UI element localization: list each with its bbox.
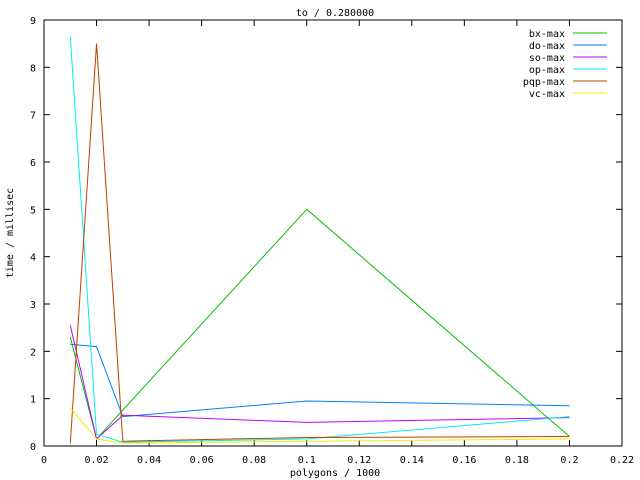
x-tick-label: 0.02	[84, 455, 108, 466]
y-tick-label: 7	[30, 111, 36, 122]
y-tick-label: 3	[30, 300, 36, 311]
legend-label: so-max	[529, 53, 565, 64]
series-line-bx-max	[69, 208, 570, 440]
series-line-do-max	[70, 343, 570, 418]
y-tick-label: 9	[30, 16, 36, 27]
x-tick-label: 0.16	[452, 455, 476, 466]
legend-label: pqp-max	[523, 77, 565, 88]
y-tick-label: 8	[30, 63, 36, 74]
x-tick-label: 0.2	[560, 455, 578, 466]
y-tick-label: 4	[30, 253, 36, 264]
y-tick-label: 6	[30, 158, 36, 169]
series-line-op-max	[69, 36, 570, 443]
x-tick-label: 0.18	[505, 455, 529, 466]
y-tick-label: 0	[30, 442, 36, 453]
y-tick-label: 2	[30, 347, 36, 358]
x-tick-label: 0.22	[610, 455, 634, 466]
x-tick-label: 0.06	[190, 455, 214, 466]
legend-label: do-max	[529, 41, 565, 52]
legend-label: vc-max	[529, 89, 565, 100]
y-tick-label: 5	[30, 205, 36, 216]
x-axis-label: polygons / 1000	[290, 468, 380, 479]
x-tick-label: 0.04	[137, 455, 161, 466]
series-line-pqp-max	[69, 43, 570, 444]
chart-title: to / 0.280000	[296, 8, 374, 19]
series-line-so-max	[69, 325, 570, 440]
x-tick-label: 0.1	[298, 455, 316, 466]
y-axis-label: time / millisec	[5, 188, 16, 278]
x-tick-label: 0.14	[400, 455, 424, 466]
series-line-vc-max	[69, 407, 570, 444]
x-tick-label: 0.12	[347, 455, 371, 466]
x-tick-label: 0.08	[242, 455, 266, 466]
x-tick-label: 0	[41, 455, 47, 466]
y-tick-label: 1	[30, 395, 36, 406]
plot-frame	[43, 19, 623, 447]
legend-label: op-max	[529, 65, 565, 76]
legend-label: bx-max	[529, 29, 565, 40]
